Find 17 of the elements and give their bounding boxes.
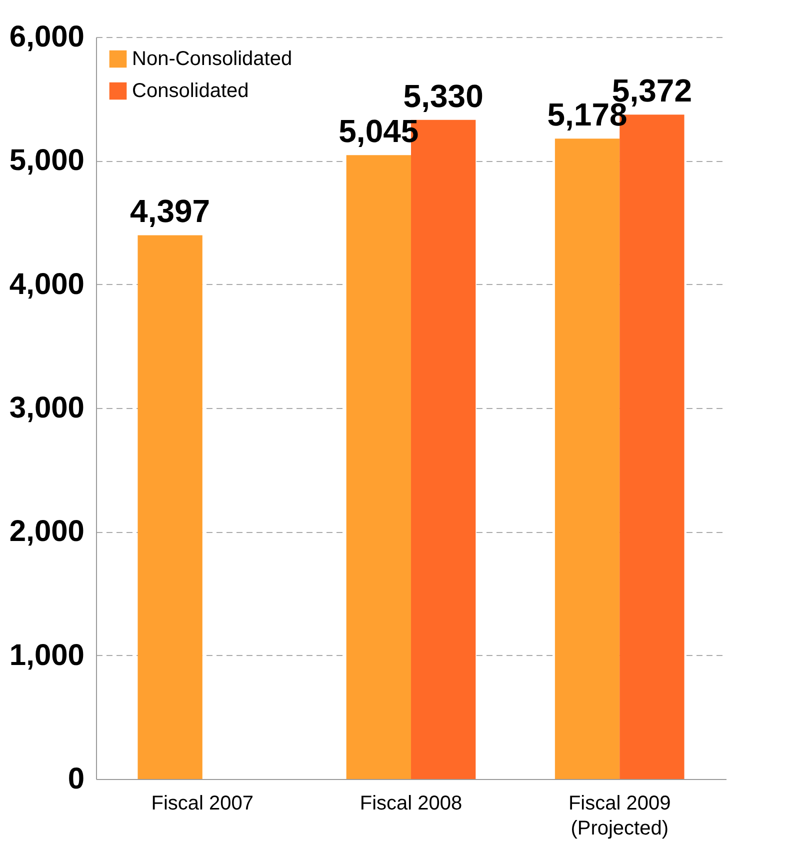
y-tick-label: 2,000 xyxy=(9,515,84,548)
x-tick-label: Fiscal 2009 (Projected) xyxy=(568,792,671,840)
y-tick-label: 5,000 xyxy=(9,144,84,178)
bar xyxy=(346,155,411,779)
y-tick-label: 4,000 xyxy=(9,268,84,301)
legend-label: Consolidated xyxy=(132,80,249,102)
y-tick-label: 0 xyxy=(68,762,84,796)
bar xyxy=(138,235,202,779)
y-tick-label: 3,000 xyxy=(9,392,84,424)
x-tick-label: Fiscal 2007 xyxy=(151,792,254,814)
data-label: 4,397 xyxy=(130,193,210,230)
x-tick-label: Fiscal 2008 xyxy=(360,792,462,814)
y-tick-label: 1,000 xyxy=(9,638,84,672)
legend-label: Non-Consolidated xyxy=(132,48,292,70)
data-label: 5,330 xyxy=(403,78,484,114)
y-tick-label: 6,000 xyxy=(9,20,84,54)
bar xyxy=(554,138,620,779)
